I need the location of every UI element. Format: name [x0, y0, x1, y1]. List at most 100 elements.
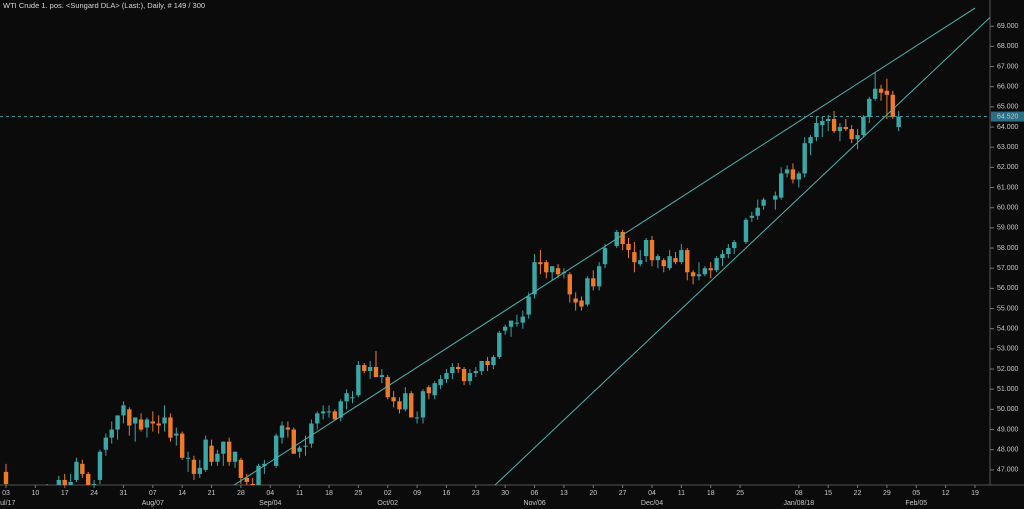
x-tick-label: 09	[413, 490, 421, 497]
month-label: Nov/06	[523, 500, 545, 507]
candle-body	[573, 298, 578, 303]
candle-body	[567, 274, 572, 295]
candle-body	[761, 199, 766, 206]
candle-body	[332, 411, 338, 420]
candle-body	[655, 256, 661, 261]
candle-body	[356, 365, 361, 396]
y-tick-label: 54.000	[997, 326, 1019, 333]
candle-body	[831, 118, 837, 132]
x-tick-label: 22	[854, 490, 862, 497]
candle-body	[74, 461, 79, 480]
y-tick-label: 60.000	[997, 205, 1019, 212]
x-tick-label: 18	[325, 490, 333, 497]
candle-body	[138, 419, 144, 430]
candle-body	[549, 266, 555, 273]
candle-body	[350, 397, 355, 399]
candle-body	[232, 451, 238, 462]
x-tick-label: 17	[61, 490, 69, 497]
x-tick-label: 28	[237, 490, 245, 497]
candle-body	[97, 451, 103, 480]
candle-body	[790, 169, 796, 180]
candle-body	[596, 266, 602, 287]
candle-body	[68, 481, 73, 485]
y-tick-label: 50.000	[997, 406, 1019, 413]
candle-body	[602, 248, 608, 265]
candle-body	[872, 88, 878, 99]
candle-body	[632, 252, 637, 263]
candle-body	[432, 383, 437, 396]
x-tick-label: 14	[178, 490, 186, 497]
candle-body	[256, 465, 261, 485]
month-label: Jan/08/18	[783, 500, 814, 507]
candle-body	[409, 393, 414, 418]
month-label: Oct/02	[377, 500, 398, 507]
y-tick-label: 49.000	[997, 426, 1019, 433]
candle-body	[702, 268, 708, 275]
month-label: Jul/17	[0, 500, 15, 507]
x-tick-label: 31	[120, 490, 128, 497]
month-label: Feb/05	[905, 500, 927, 507]
candle-body	[802, 143, 807, 174]
candle-body	[86, 473, 91, 485]
candle-body	[585, 278, 590, 305]
x-tick-label: 13	[560, 490, 568, 497]
candle-body	[127, 409, 132, 426]
y-tick-label: 59.000	[997, 225, 1019, 232]
candle-body	[297, 447, 302, 452]
y-tick-label: 56.000	[997, 285, 1019, 292]
x-tick-label: 07	[149, 490, 157, 497]
chart-title: WTI Crude 1. pos. <Sungard DLA> (Last:),…	[3, 1, 205, 10]
x-tick-label: 11	[678, 490, 685, 497]
x-tick-label: 12	[942, 490, 950, 497]
candle-body	[103, 437, 109, 450]
x-tick-label: 23	[472, 490, 480, 497]
candle-body	[726, 248, 731, 255]
candle-body	[320, 411, 326, 414]
y-tick-label: 52.000	[997, 366, 1019, 373]
y-tick-label: 69.000	[997, 23, 1019, 30]
candle-body	[808, 137, 813, 144]
candle-body	[685, 250, 690, 273]
y-tick-label: 47.000	[997, 467, 1019, 474]
candle-body	[538, 262, 543, 265]
candle-body	[403, 393, 408, 410]
y-tick-label: 53.000	[997, 346, 1019, 353]
candle-body	[309, 423, 314, 444]
candle-body	[420, 391, 426, 418]
y-tick-label: 57.000	[997, 265, 1019, 272]
candle-body	[315, 413, 320, 424]
candle-body	[779, 173, 784, 198]
candle-body	[414, 417, 420, 419]
x-tick-label: 05	[912, 490, 920, 497]
candle-body	[185, 457, 191, 459]
candle-body	[679, 250, 684, 263]
candle-body	[843, 127, 848, 130]
candle-body	[661, 260, 666, 267]
x-tick-label: 16	[443, 490, 451, 497]
candle-body	[250, 483, 255, 485]
y-tick-label: 61.000	[997, 184, 1019, 191]
candle-body	[884, 90, 890, 95]
candle-body	[837, 127, 843, 132]
candle-body	[326, 411, 332, 413]
candle-body	[714, 258, 719, 271]
candle-body	[385, 377, 390, 398]
y-tick-label: 51.000	[997, 386, 1019, 393]
x-tick-label: 25	[354, 490, 362, 497]
candle-body	[532, 262, 537, 295]
candle-body	[215, 453, 220, 462]
candle-body	[262, 463, 267, 466]
candle-body	[796, 173, 802, 180]
y-tick-label: 68.000	[997, 43, 1019, 50]
last-price-box	[991, 111, 1024, 122]
candle-body	[649, 239, 655, 261]
x-tick-label: 10	[31, 490, 39, 497]
month-label: Aug/07	[142, 500, 164, 507]
candle-body	[379, 375, 385, 378]
candle-body	[391, 397, 396, 402]
candle-body	[438, 379, 443, 386]
candle-body	[450, 367, 455, 374]
candle-body	[115, 415, 120, 430]
candle-body	[773, 195, 778, 200]
